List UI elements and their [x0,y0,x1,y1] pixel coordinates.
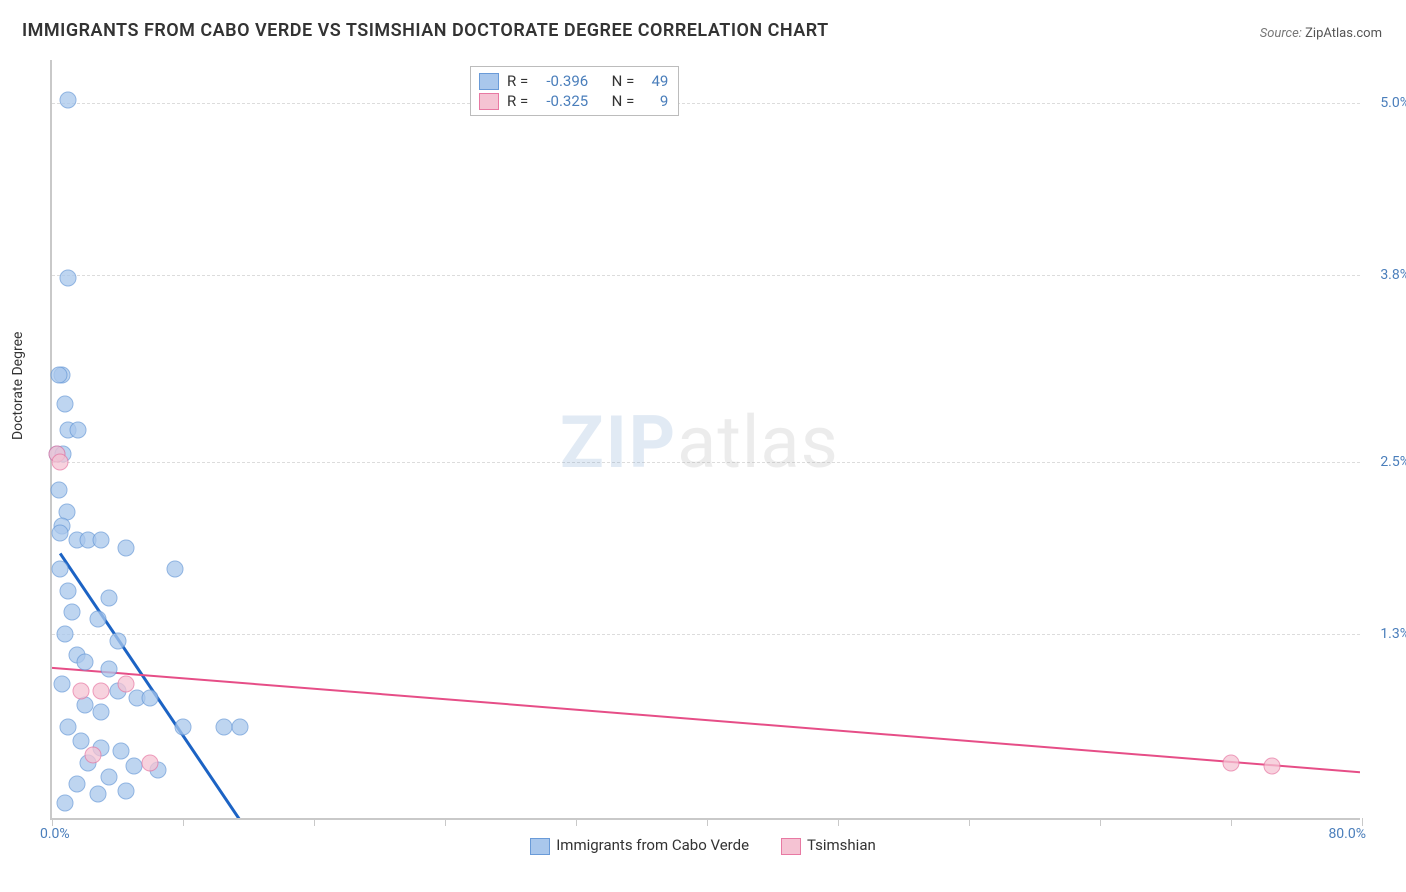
source-attribution: Source: ZipAtlas.com [1260,26,1382,41]
scatter-point [1223,754,1240,771]
scatter-point [73,733,90,750]
legend-label: Tsimshian [807,836,876,854]
n-label: N = [612,91,635,111]
x-tick [707,818,708,826]
gridline [52,634,1360,635]
scatter-point [73,682,90,699]
scatter-point [117,783,134,800]
scatter-point [53,675,70,692]
n-value: 49 [642,71,668,91]
scatter-point [232,718,249,735]
scatter-point [70,421,87,438]
scatter-point [63,604,80,621]
trend-line [52,668,1360,772]
r-label: R = [507,91,528,111]
scatter-point [60,718,77,735]
scatter-point [215,718,232,735]
y-tick-label: 2.5% [1366,454,1406,470]
x-tick [838,818,839,826]
correlation-legend: R = -0.396 N = 49 R = -0.325 N = 9 [470,66,679,116]
x-tick [576,818,577,826]
y-tick-label: 5.0% [1366,95,1406,111]
corr-legend-row: R = -0.325 N = 9 [479,91,668,111]
scatter-point [125,757,142,774]
legend-item: Immigrants from Cabo Verde [530,836,749,855]
scatter-point [50,482,67,499]
scatter-point [117,539,134,556]
n-label: N = [612,71,635,91]
legend-label: Immigrants from Cabo Verde [556,836,749,854]
corr-legend-row: R = -0.396 N = 49 [479,71,668,91]
legend-swatch [530,838,550,855]
scatter-point [93,532,110,549]
chart-plot-area: 1.3%2.5%3.8%5.0% [50,60,1360,820]
y-tick-label: 3.8% [1366,267,1406,283]
y-axis-title: Doctorate Degree [10,332,26,440]
x-tick [1100,818,1101,826]
scatter-point [1263,757,1280,774]
scatter-point [117,675,134,692]
trend-lines-layer [52,60,1360,818]
x-tick [969,818,970,826]
x-tick [314,818,315,826]
scatter-point [84,747,101,764]
scatter-point [57,794,74,811]
x-tick [52,818,53,826]
r-value: -0.325 [536,91,588,111]
gridline [52,462,1360,463]
scatter-point [109,632,126,649]
scatter-point [50,367,67,384]
legend-item: Tsimshian [781,836,876,855]
source-prefix: Source: [1260,26,1302,41]
scatter-point [175,718,192,735]
scatter-point [52,561,69,578]
legend-swatch [479,93,499,110]
chart-title: IMMIGRANTS FROM CABO VERDE VS TSIMSHIAN … [22,20,829,41]
y-tick-label: 1.3% [1366,626,1406,642]
scatter-point [101,661,118,678]
gridline [52,275,1360,276]
scatter-point [93,704,110,721]
scatter-point [142,754,159,771]
scatter-point [68,776,85,793]
scatter-point [166,561,183,578]
scatter-point [112,743,129,760]
scatter-point [52,453,69,470]
scatter-point [101,768,118,785]
scatter-point [60,269,77,286]
x-tick [183,818,184,826]
legend-swatch [479,73,499,90]
scatter-point [57,396,74,413]
scatter-point [142,690,159,707]
source-site: ZipAtlas.com [1305,26,1382,41]
series-legend: Immigrants from Cabo Verde Tsimshian [0,836,1406,855]
n-value: 9 [642,91,668,111]
scatter-point [89,611,106,628]
scatter-point [76,654,93,671]
scatter-point [60,92,77,109]
scatter-point [52,525,69,542]
r-label: R = [507,71,528,91]
scatter-point [93,682,110,699]
scatter-point [57,625,74,642]
scatter-point [76,697,93,714]
scatter-point [60,582,77,599]
x-tick [1231,818,1232,826]
scatter-point [101,589,118,606]
gridline [52,103,1360,104]
r-value: -0.396 [536,71,588,91]
scatter-point [89,786,106,803]
x-tick [1362,818,1363,826]
legend-swatch [781,838,801,855]
x-tick [445,818,446,826]
